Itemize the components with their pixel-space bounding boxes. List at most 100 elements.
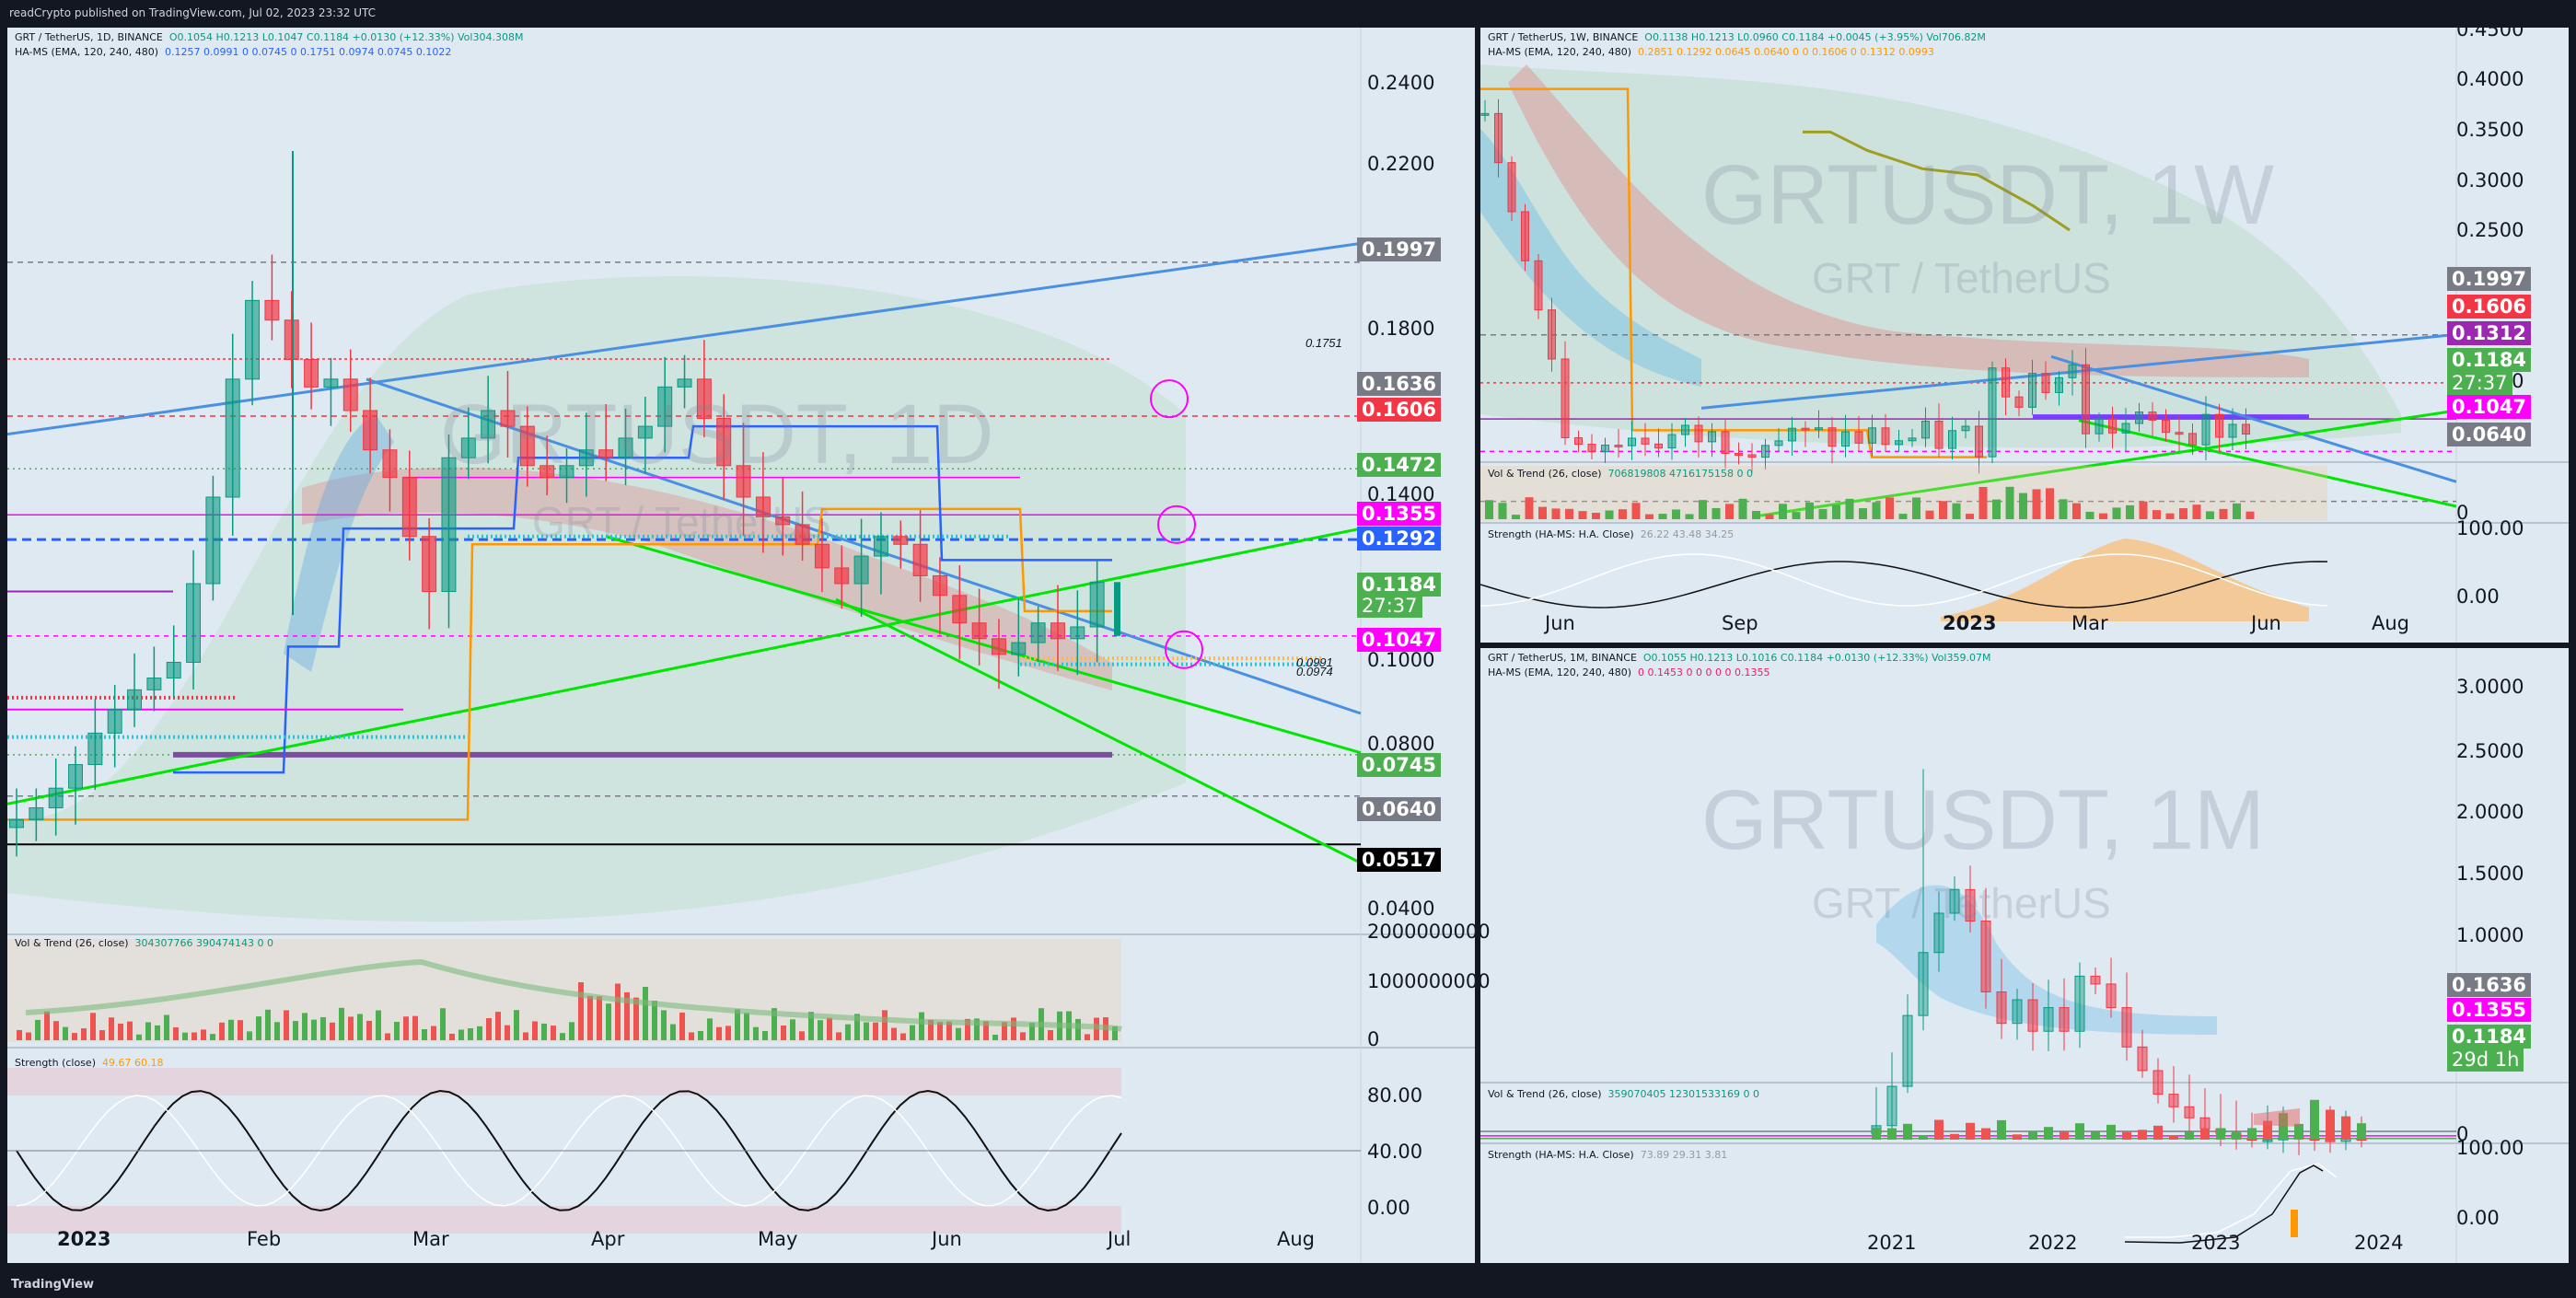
monthly-str-vals: 73.89 29.31 3.81 xyxy=(1640,1149,1728,1161)
weekly-vol-name[interactable]: Vol & Trend (26, close) xyxy=(1488,468,1602,480)
strength-signal xyxy=(2125,1163,2338,1238)
candle-body xyxy=(441,457,457,593)
candle-body xyxy=(1694,424,1703,443)
top-bar: readCrypto published on TradingView.com,… xyxy=(0,0,2576,26)
weekly-indicator-name[interactable]: HA-MS (EMA, 120, 240, 480) xyxy=(1488,46,1632,58)
candle-body xyxy=(2242,423,2250,435)
weekly-chart-canvas[interactable] xyxy=(1480,28,2569,643)
candle-body xyxy=(48,787,64,809)
ha-ms-olive xyxy=(1803,130,2071,232)
publish-info: readCrypto published on TradingView.com,… xyxy=(9,6,377,19)
daily-str-name[interactable]: Strength (close) xyxy=(15,1057,96,1069)
monthly-vol-name[interactable]: Vol & Trend (26, close) xyxy=(1488,1088,1602,1100)
vol-bar xyxy=(2219,508,2228,519)
time-tick-monthly: 2021 xyxy=(1867,1232,1917,1254)
candle-body xyxy=(481,410,496,439)
vol-bar xyxy=(2091,1131,2100,1140)
vol-bar xyxy=(698,1030,703,1040)
price-tag-monthly: 0.1184 xyxy=(2447,1025,2532,1049)
vol-bar xyxy=(2247,1128,2257,1140)
monthly-chart-canvas[interactable] xyxy=(1480,648,2569,1263)
daily-chart-canvas[interactable] xyxy=(7,28,1475,1263)
daily-str-label: Strength (close) 49.67 60.18 xyxy=(15,1057,163,1069)
vol-bar xyxy=(1048,1029,1053,1040)
vol-bar xyxy=(2232,1131,2241,1140)
vol-bar xyxy=(2185,1131,2194,1140)
weekly-vol-vals: 706819808 4716175158 0 0 xyxy=(1607,468,1754,480)
weekly-str-name[interactable]: Strength (HA-MS: H.A. Close) xyxy=(1488,528,1634,540)
price-tag-weekly: 0.0640 xyxy=(2447,423,2532,446)
vol-bar xyxy=(744,1013,749,1040)
candle-body xyxy=(323,378,339,388)
weekly-symbol[interactable]: GRT / TetherUS, 1W, BINANCE xyxy=(1488,31,1639,43)
price-tick-weekly: 0.3000 xyxy=(2456,169,2524,191)
vol-bar xyxy=(974,1018,980,1040)
candle-body xyxy=(1965,888,1976,922)
strength-fill xyxy=(1941,539,2309,621)
vol-bar xyxy=(597,996,602,1040)
vol-bar xyxy=(2099,513,2107,519)
daily-vol-label: Vol & Trend (26, close) 304307766 390474… xyxy=(15,937,273,949)
vol-bar xyxy=(238,1020,243,1040)
vol-bar xyxy=(1672,509,1680,519)
vol-bar xyxy=(1919,1135,1928,1140)
candle-body xyxy=(422,536,437,593)
vol-bar xyxy=(2139,501,2148,519)
weekly-chart-panel[interactable]: GRTUSDT, 1W GRT / TetherUS GRT / TetherU… xyxy=(1480,28,2569,643)
daily-indicator-name[interactable]: HA-MS (EMA, 120, 240, 480) xyxy=(15,46,159,58)
vol-bar xyxy=(1085,1034,1090,1040)
vol-bar xyxy=(2326,1109,2335,1140)
price-tag-monthly: 0.1636 xyxy=(2447,973,2532,997)
vol-bar xyxy=(1765,514,1774,519)
vol-bar xyxy=(228,1019,234,1040)
time-tick-monthly: 2023 xyxy=(2191,1232,2241,1254)
monthly-indicator-name[interactable]: HA-MS (EMA, 120, 240, 480) xyxy=(1488,666,1632,678)
monthly-chart-panel[interactable]: GRTUSDT, 1M GRT / TetherUS GRT / TetherU… xyxy=(1480,648,2569,1263)
vol-bar xyxy=(587,995,593,1040)
candle-body xyxy=(952,595,968,624)
time-tick-weekly: Mar xyxy=(2071,612,2108,634)
daily-vol-name[interactable]: Vol & Trend (26, close) xyxy=(15,937,129,949)
candle-body xyxy=(1011,642,1027,655)
price-tick-daily: 0.0400 xyxy=(1367,898,1435,920)
candle-body xyxy=(1921,421,1930,439)
candle-body xyxy=(1801,427,1810,431)
highlight-circle xyxy=(1157,504,1196,544)
price-tag-weekly: 0.1606 xyxy=(2447,295,2532,319)
candle-body xyxy=(716,418,732,467)
candle-body xyxy=(1980,921,1991,992)
candle-body xyxy=(559,465,574,479)
vol-bar xyxy=(1538,506,1547,519)
ha-ms-orange-step xyxy=(1480,87,1987,458)
monthly-symbol[interactable]: GRT / TetherUS, 1M, BINANCE xyxy=(1488,652,1637,664)
price-tick-weekly: 0.2500 xyxy=(2456,219,2524,241)
vol-bar xyxy=(2169,1135,2178,1140)
strength-tick-weekly: 0.00 xyxy=(2456,585,2500,608)
vol-bar xyxy=(1997,1119,2006,1140)
candle-body xyxy=(1561,358,1570,439)
strength-bar xyxy=(2291,1210,2298,1237)
candle-body xyxy=(519,425,535,467)
candle-body xyxy=(264,299,280,321)
time-tick-daily: 2023 xyxy=(57,1228,111,1250)
candle-body xyxy=(598,449,614,458)
candle-body xyxy=(540,465,555,479)
candle-body xyxy=(401,477,417,538)
candle-body xyxy=(2121,1007,2132,1048)
vol-bar xyxy=(679,1012,685,1040)
monthly-str-name[interactable]: Strength (HA-MS: H.A. Close) xyxy=(1488,1149,1634,1161)
vol-bar xyxy=(772,1008,777,1040)
candle-body xyxy=(284,319,299,360)
daily-symbol[interactable]: GRT / TetherUS, 1D, BINANCE xyxy=(15,31,163,43)
candle-body xyxy=(1574,437,1583,446)
time-tick-daily: Apr xyxy=(591,1228,625,1250)
tradingview-logo[interactable]: TradingView xyxy=(11,1278,95,1292)
candle-body xyxy=(2027,999,2038,1032)
daily-watermark: GRTUSDT, 1D xyxy=(440,388,994,481)
candle-body xyxy=(1614,445,1623,448)
daily-chart-panel[interactable]: GRTUSDT, 1D GRT / TetherUS GRT / TetherU… xyxy=(7,28,1475,1263)
vol-bar xyxy=(818,1020,823,1040)
vol-bar xyxy=(2060,1130,2069,1140)
vol-bar xyxy=(376,1010,381,1040)
candle-body xyxy=(755,496,771,517)
